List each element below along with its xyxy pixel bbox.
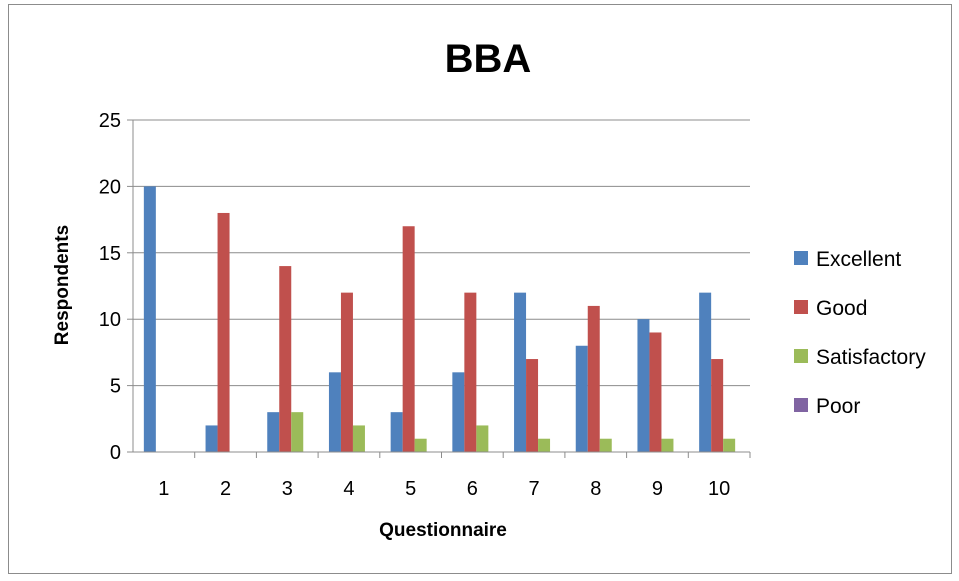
bar-excellent-q2 (205, 425, 218, 452)
bar-satisfactory-q5 (414, 438, 427, 452)
axes: 0 5 10 15 20 25 1 2 3 4 5 6 7 8 9 10 (99, 110, 751, 500)
bar-good-q4 (340, 292, 353, 452)
bar-excellent-q5 (390, 412, 403, 452)
x-axis-title: Questionnaire (379, 520, 507, 541)
bar-satisfactory-q10 (723, 438, 736, 452)
bar-excellent-q1 (143, 186, 156, 452)
x-tick-label: 10 (708, 478, 730, 500)
y-axis-title: Respondents (52, 225, 73, 345)
chart-frame (8, 4, 952, 574)
legend-swatch-good (794, 300, 808, 314)
x-tick-label: 8 (590, 478, 601, 500)
bar-good-q3 (279, 266, 292, 452)
bar-excellent-q10 (699, 292, 712, 452)
legend-label-excellent: Excellent (816, 248, 901, 271)
x-tick-label: 3 (282, 478, 293, 500)
y-tick-label: 15 (99, 243, 121, 265)
legend-label-poor: Poor (816, 395, 860, 418)
bar-good-q7 (526, 359, 539, 452)
bar-satisfactory-q8 (599, 438, 612, 452)
bar-satisfactory-q6 (476, 425, 489, 452)
x-tick-label: 1 (158, 478, 169, 500)
x-tick-label: 6 (467, 478, 478, 500)
x-tick-label: 2 (220, 478, 231, 500)
legend: Excellent Good Satisfactory Poor (794, 248, 926, 418)
x-tick-label: 9 (652, 478, 663, 500)
bar-excellent-q6 (452, 372, 465, 452)
bar-excellent-q8 (575, 345, 588, 452)
x-tick-label: 4 (343, 478, 354, 500)
chart-title: BBA (445, 37, 532, 81)
bar-good-q6 (464, 292, 477, 452)
bar-satisfactory-q9 (661, 438, 674, 452)
bar-good-q9 (649, 332, 662, 452)
y-tick-label: 10 (99, 309, 121, 331)
bar-excellent-q7 (514, 292, 527, 452)
bar-good-q8 (587, 305, 600, 452)
bar-good-q5 (402, 226, 415, 452)
legend-swatch-satisfactory (794, 349, 808, 363)
x-tick-label: 5 (405, 478, 416, 500)
bar-excellent-q9 (637, 319, 650, 452)
legend-swatch-poor (794, 398, 808, 412)
legend-label-good: Good (816, 297, 867, 320)
legend-swatch-excellent (794, 251, 808, 265)
bar-excellent-q4 (328, 372, 341, 452)
y-tick-label: 25 (99, 110, 121, 132)
y-tick-label: 5 (110, 376, 121, 398)
bar-excellent-q3 (267, 412, 280, 452)
bars (143, 186, 736, 452)
x-tick-label: 7 (528, 478, 539, 500)
bar-good-q2 (217, 212, 230, 452)
bar-satisfactory-q3 (291, 412, 304, 452)
legend-label-satisfactory: Satisfactory (816, 346, 926, 369)
y-tick-label: 0 (110, 442, 121, 464)
bar-satisfactory-q4 (352, 425, 365, 452)
bar-good-q10 (711, 359, 724, 452)
y-tick-label: 20 (99, 176, 121, 198)
bar-satisfactory-q7 (538, 438, 551, 452)
